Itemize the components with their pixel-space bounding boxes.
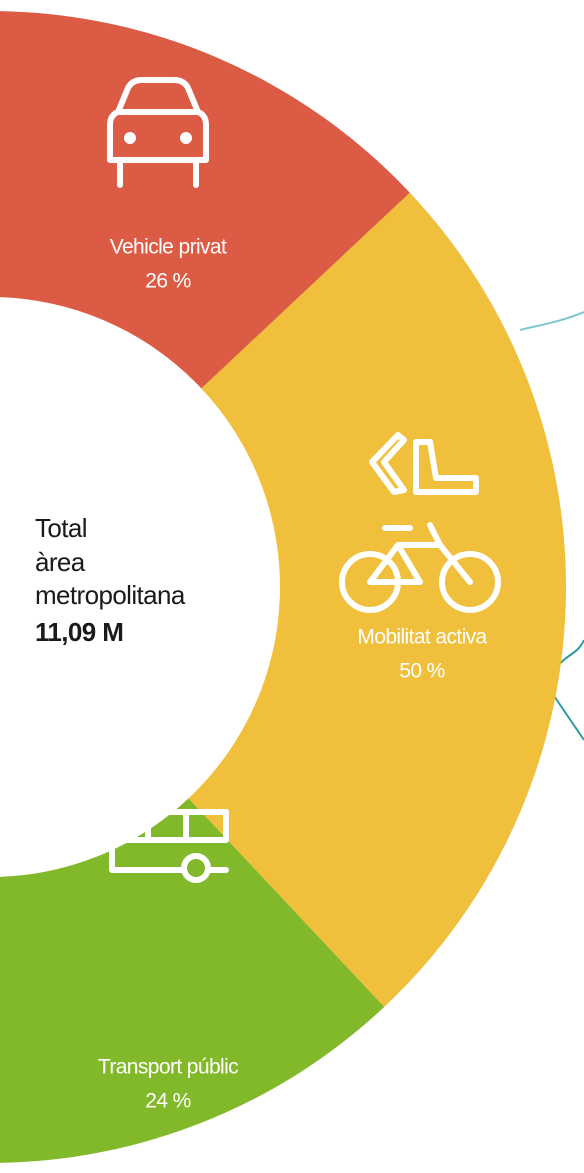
segment-name: Mobilitat activa (357, 626, 487, 649)
donut-segment (0, 798, 385, 1163)
segment-value: 24 % (145, 1090, 190, 1113)
donut-segment (0, 11, 410, 389)
labels: Vehicle privat 26 % Mobilitat activa 50 % Tr… (98, 236, 488, 1113)
segment-name: Transport públic (98, 1056, 238, 1079)
donut-segment (188, 192, 566, 1007)
segment-value: 50 % (399, 660, 444, 683)
center-text: Total (35, 513, 87, 543)
car-icon (107, 77, 209, 188)
segment-name: Vehicle privat (110, 236, 227, 259)
center-text: metropolitana (35, 580, 186, 610)
bike-icon (339, 522, 501, 613)
center-total: 11,09 M (35, 617, 123, 647)
walk-icon (369, 432, 479, 495)
bus-icon (109, 809, 229, 883)
center-text: àrea (35, 547, 86, 577)
segment-value: 26 % (145, 270, 190, 293)
segments (0, 11, 566, 1163)
